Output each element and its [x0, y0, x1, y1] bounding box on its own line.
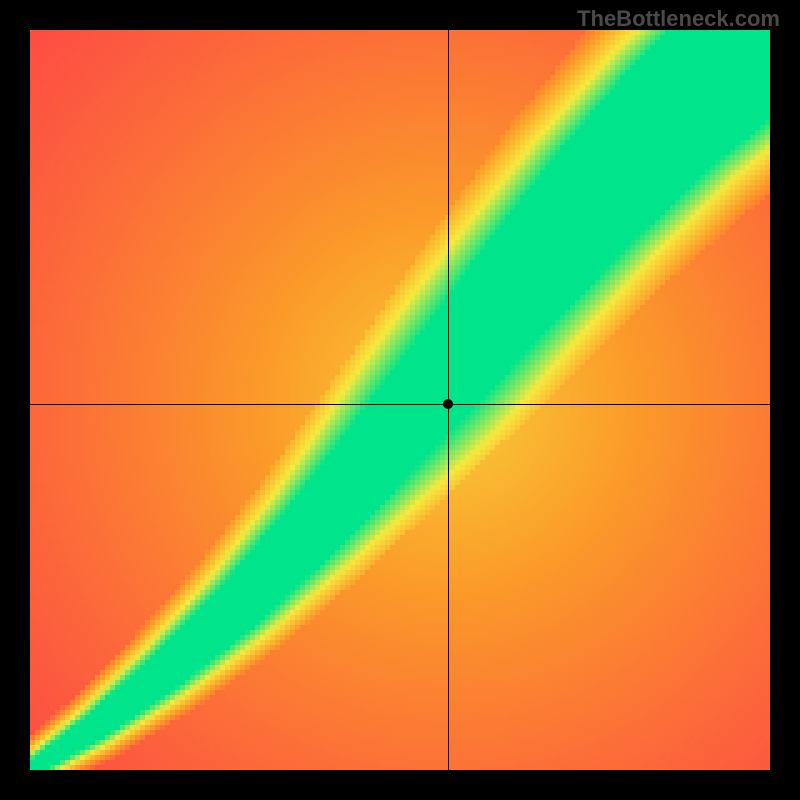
crosshair-horizontal [30, 404, 770, 405]
crosshair-marker [443, 399, 453, 409]
watermark-text: TheBottleneck.com [577, 6, 780, 32]
bottleneck-heatmap [30, 30, 770, 770]
